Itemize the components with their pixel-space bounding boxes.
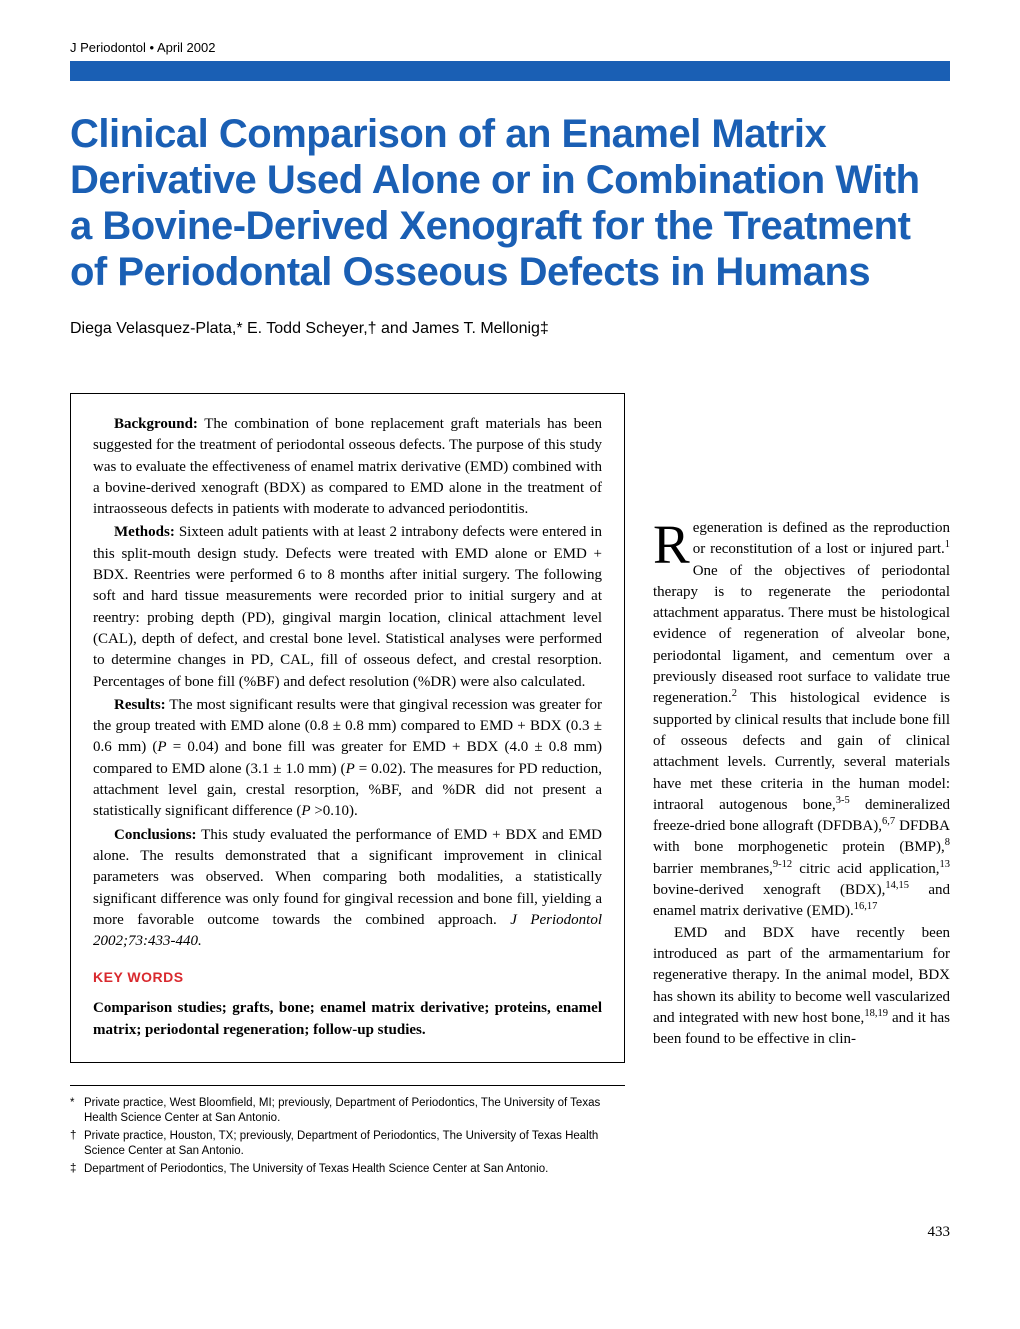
footnote-text: Private practice, Houston, TX; previousl…	[84, 1129, 625, 1160]
background-label: Background:	[114, 416, 198, 432]
running-head: J Periodontol • April 2002	[70, 40, 950, 55]
footnote-symbol: ‡	[70, 1162, 84, 1178]
authors-line: Diega Velasquez-Plata,* E. Todd Scheyer,…	[70, 320, 950, 338]
abstract-conclusions: Conclusions: This study evaluated the pe…	[93, 825, 602, 953]
footnote-item: ‡ Department of Periodontics, The Univer…	[70, 1162, 625, 1178]
header-rule-bar	[70, 61, 950, 81]
authors-text: Diega Velasquez-Plata,* E. Todd Scheyer,…	[70, 320, 549, 337]
keywords-heading: KEY WORDS	[93, 968, 602, 988]
body-paragraph-2: EMD and BDX have recently been introduce…	[653, 923, 950, 1051]
conclusions-text: This study evaluated the performance of …	[93, 827, 602, 949]
abstract-box: Background: The combination of bone repl…	[70, 393, 625, 1063]
results-text: The most significant results were that g…	[93, 697, 602, 819]
left-column: Background: The combination of bone repl…	[70, 393, 625, 1179]
footnote-text: Private practice, West Bloomfield, MI; p…	[84, 1096, 625, 1127]
results-label: Results:	[114, 697, 166, 713]
methods-text: Sixteen adult patients with at least 2 i…	[93, 524, 602, 689]
footnote-symbol: †	[70, 1129, 84, 1160]
body-paragraph-1: Regeneration is defined as the reproduct…	[653, 518, 950, 923]
conclusions-label: Conclusions:	[114, 827, 197, 843]
abstract-results: Results: The most significant results we…	[93, 695, 602, 823]
keywords-text: Comparison studies; grafts, bone; enamel…	[93, 998, 602, 1042]
article-title: Clinical Comparison of an Enamel Matrix …	[70, 111, 950, 295]
footnote-item: * Private practice, West Bloomfield, MI;…	[70, 1096, 625, 1127]
methods-label: Methods:	[114, 524, 175, 540]
page-number: 433	[70, 1224, 950, 1241]
dropcap: R	[653, 518, 693, 569]
abstract-background: Background: The combination of bone repl…	[93, 414, 602, 520]
footnote-item: † Private practice, Houston, TX; previou…	[70, 1129, 625, 1160]
footnote-symbol: *	[70, 1096, 84, 1127]
body-p1-text: egeneration is defined as the reproducti…	[653, 520, 950, 919]
body-column: Regeneration is defined as the reproduct…	[653, 393, 950, 1050]
footnote-text: Department of Periodontics, The Universi…	[84, 1162, 548, 1178]
abstract-methods: Methods: Sixteen adult patients with at …	[93, 522, 602, 692]
author-footnotes: * Private practice, West Bloomfield, MI;…	[70, 1085, 625, 1178]
